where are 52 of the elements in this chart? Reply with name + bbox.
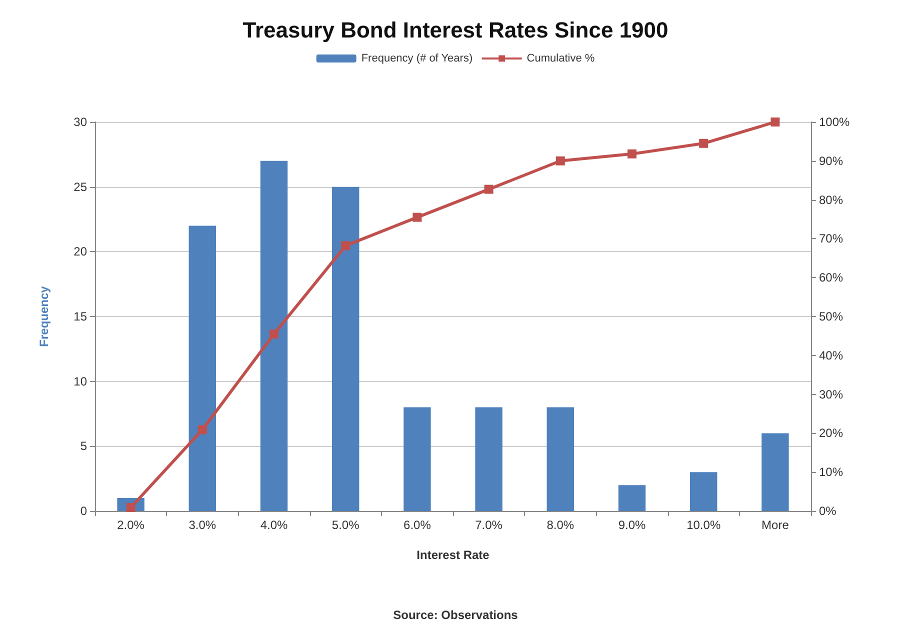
y2-tick-label: 0% [819, 504, 837, 518]
bar [618, 485, 646, 511]
x-tick-label: 5.0% [332, 518, 360, 532]
y2-tick-label: 80% [819, 192, 844, 207]
bar [188, 226, 216, 511]
chart-title: Treasury Bond Interest Rates Since 1900 [242, 18, 668, 42]
y-tick-label: 0 [80, 504, 88, 518]
point [770, 118, 780, 126]
x-tick-label: 9.0% [618, 518, 646, 532]
x-tick-label: 8.0% [546, 518, 574, 532]
point [198, 425, 207, 434]
y2-tick-label: 50% [819, 310, 844, 324]
point [628, 149, 636, 158]
y2-tick-label: 10% [819, 465, 844, 480]
bar [260, 160, 288, 511]
bar [546, 407, 574, 511]
y2-tick-label: 90% [819, 154, 844, 168]
bar [690, 472, 718, 511]
y-tick-label: 30 [74, 115, 88, 129]
point [412, 212, 422, 222]
y2-tick-label: 40% [819, 348, 844, 362]
y2-tick-label: 20% [819, 426, 844, 440]
bar [762, 433, 789, 511]
x-tick-label: More [762, 518, 790, 532]
point [270, 330, 278, 339]
point [484, 184, 494, 194]
y-tick-label: 10 [74, 374, 88, 388]
source-note: Source: Observations [393, 608, 518, 622]
x-tick-label: 10.0% [686, 518, 721, 532]
x-axis-title: Interest Rate [416, 548, 490, 562]
x-tick-label: 3.0% [188, 518, 216, 532]
point [556, 156, 565, 166]
y-axis-title: Frequency [37, 286, 51, 347]
x-tick-label: 6.0% [404, 518, 432, 532]
x-tick-label: 4.0% [260, 518, 288, 532]
x-tick-label: 2.0% [117, 518, 145, 532]
y2-tick-label: 70% [819, 232, 844, 246]
y-tick-label: 5 [80, 439, 88, 454]
point [699, 138, 708, 148]
x-tick-label: 7.0% [475, 518, 503, 532]
legend-label: Cumulative % [526, 52, 595, 64]
bar [332, 186, 360, 511]
y-tick-label: 25 [74, 180, 88, 194]
y2-tick-label: 30% [819, 387, 844, 402]
y2-tick-label: 100% [819, 115, 850, 129]
point [341, 241, 350, 250]
bar [475, 407, 502, 511]
y-tick-label: 20 [74, 244, 88, 259]
y-tick-label: 15 [74, 310, 88, 324]
y2-tick-label: 60% [819, 270, 844, 285]
legend-label: Frequency (# of Years) [361, 52, 473, 64]
bar [404, 407, 431, 511]
